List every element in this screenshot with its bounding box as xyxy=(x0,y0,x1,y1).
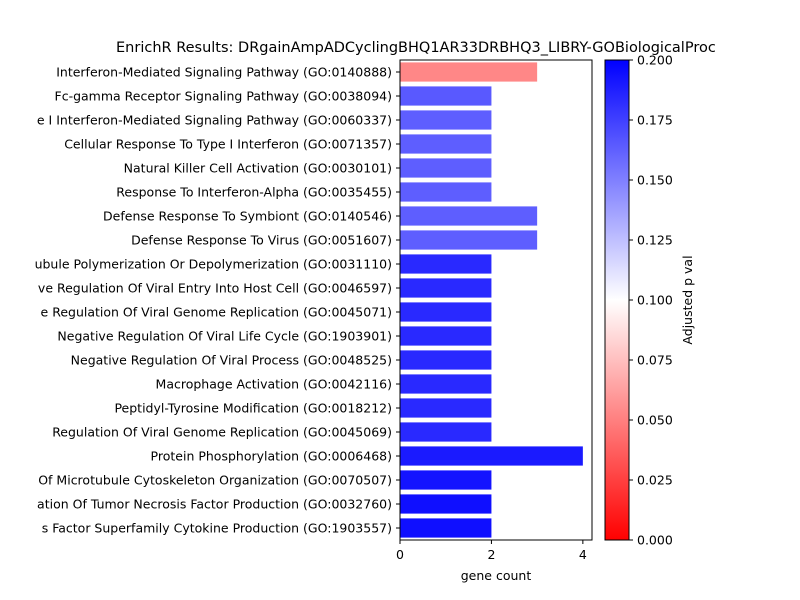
category-label: ation Of Tumor Necrosis Factor Productio… xyxy=(37,497,392,512)
colorbar-tick-label: 0.175 xyxy=(637,113,673,128)
bar xyxy=(400,302,492,322)
category-label: Regulation Of Viral Genome Replication (… xyxy=(52,425,392,440)
category-label: Macrophage Activation (GO:0042116) xyxy=(156,377,392,392)
category-label: Response To Interferon-Alpha (GO:0035455… xyxy=(116,185,392,200)
bar xyxy=(400,86,492,106)
bar xyxy=(400,62,538,82)
colorbar-tick-label: 0.000 xyxy=(637,533,673,548)
colorbar-tick-label: 0.100 xyxy=(637,293,673,308)
category-label: s Factor Superfamily Cytokine Production… xyxy=(42,521,392,536)
colorbar-tick-label: 0.150 xyxy=(637,173,673,188)
bar xyxy=(400,350,492,370)
x-tick-label: 0 xyxy=(396,547,404,562)
bar xyxy=(400,158,492,178)
bar xyxy=(400,278,492,298)
category-label: e Regulation Of Viral Genome Replication… xyxy=(41,305,392,320)
x-axis-ticks: 0 2 4 xyxy=(396,540,587,562)
bar xyxy=(400,134,492,154)
category-label: Defense Response To Symbiont (GO:0140546… xyxy=(103,209,392,224)
bars-group xyxy=(400,62,583,538)
colorbar-ticks: 0.000 0.025 0.050 0.075 0.100 0.125 0.150 0.175… xyxy=(629,53,673,548)
category-label: Fc-gamma Receptor Signaling Pathway (GO:… xyxy=(55,89,392,104)
bar xyxy=(400,494,492,514)
bar xyxy=(400,230,538,250)
bar xyxy=(400,374,492,394)
bar xyxy=(400,110,492,130)
bar xyxy=(400,398,492,418)
colorbar-tick-label: 0.050 xyxy=(637,413,673,428)
category-label: Natural Killer Cell Activation (GO:00301… xyxy=(124,161,392,176)
colorbar-tick-label: 0.200 xyxy=(637,53,673,68)
category-labels: Interferon-Mediated Signaling Pathway (G… xyxy=(35,65,400,536)
category-label: ubule Polymerization Or Depolymerization… xyxy=(35,257,392,272)
bar xyxy=(400,182,492,202)
category-label: Negative Regulation Of Viral Process (GO… xyxy=(71,353,392,368)
bar xyxy=(400,206,538,226)
category-label: Of Microtubule Cytoskeleton Organization… xyxy=(38,473,392,488)
colorbar xyxy=(604,59,630,541)
category-label: Protein Phosphorylation (GO:0006468) xyxy=(151,449,392,464)
category-label: e I Interferon-Mediated Signaling Pathwa… xyxy=(37,113,392,128)
category-label: ve Regulation Of Viral Entry Into Host C… xyxy=(38,281,392,296)
chart-title: EnrichR Results: DRgainAmpADCyclingBHQ1A… xyxy=(116,40,716,56)
bar xyxy=(400,518,492,538)
category-label: Defense Response To Virus (GO:0051607) xyxy=(131,233,392,248)
colorbar-tick-label: 0.125 xyxy=(637,233,673,248)
x-tick-label: 2 xyxy=(487,547,495,562)
bar xyxy=(400,326,492,346)
bar xyxy=(400,470,492,490)
bar xyxy=(400,254,492,274)
category-label: Peptidyl-Tyrosine Modification (GO:00182… xyxy=(114,401,392,416)
x-tick-label: 4 xyxy=(579,547,587,562)
colorbar-tick-label: 0.075 xyxy=(637,353,673,368)
plot-frame xyxy=(399,59,593,541)
colorbar-tick-label: 0.025 xyxy=(637,473,673,488)
category-label: Interferon-Mediated Signaling Pathway (G… xyxy=(56,65,392,80)
category-label: Negative Regulation Of Viral Life Cycle … xyxy=(57,329,392,344)
bar xyxy=(400,446,583,466)
colorbar-label: Adjusted p val xyxy=(680,255,695,344)
category-label: Cellular Response To Type I Interferon (… xyxy=(64,137,392,152)
bar xyxy=(400,422,492,442)
x-axis-label: gene count xyxy=(461,568,532,583)
